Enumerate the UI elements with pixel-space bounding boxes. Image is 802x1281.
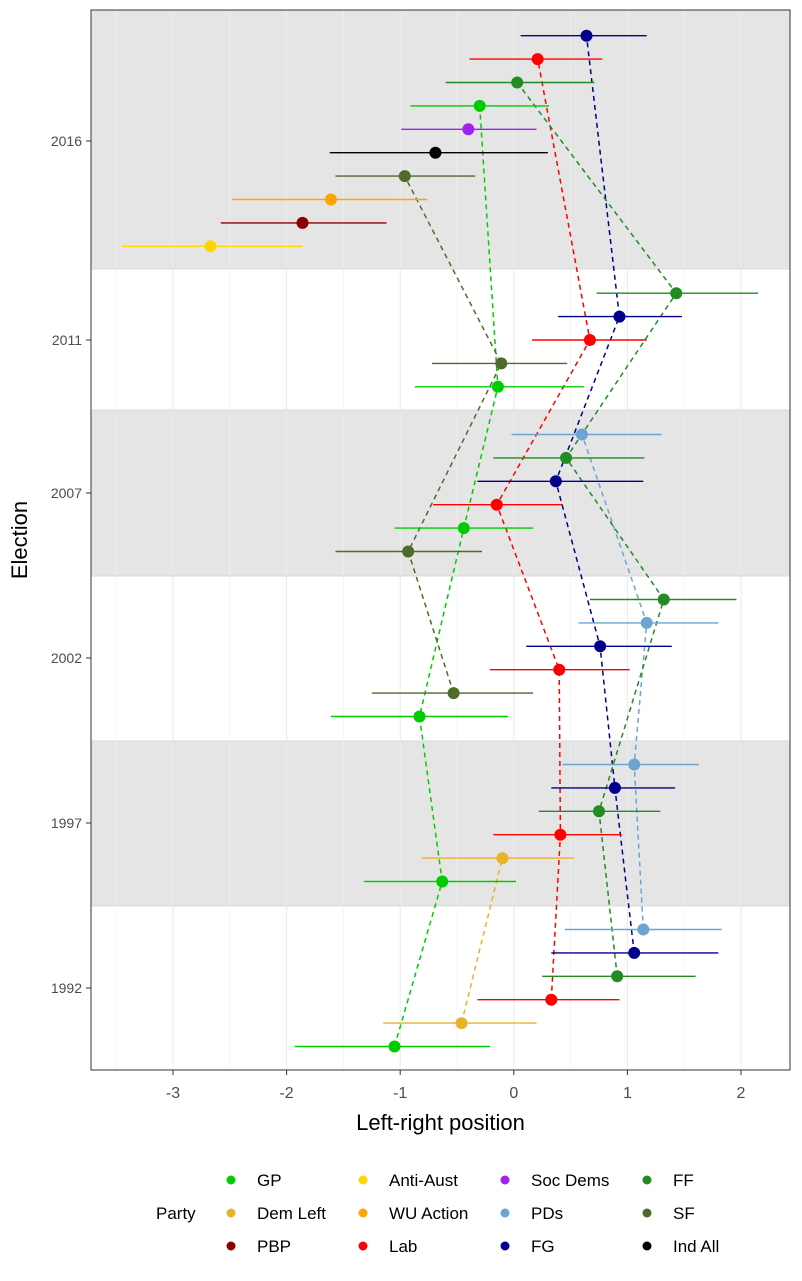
legend-key-ff (642, 1175, 652, 1185)
legend-title: Party (156, 1204, 196, 1223)
y-tick-label: 2011 (52, 332, 82, 348)
point-fg-2007 (549, 475, 562, 488)
point-sf-2002 (447, 687, 460, 700)
legend-key-gp (226, 1175, 236, 1185)
point-pds-2007 (575, 428, 588, 441)
election-band-2011 (91, 269, 790, 410)
series-line-sf (404, 175, 503, 694)
legend-key-sf (642, 1208, 652, 1218)
legend-label-gp: GP (257, 1171, 282, 1190)
point-gp-1992 (388, 1040, 401, 1053)
y-tick-label: 2007 (51, 485, 82, 501)
data-points (204, 29, 683, 1053)
series-line-dem-left (460, 857, 504, 1024)
point-lab-2002 (553, 663, 566, 676)
point-lab-2011 (583, 334, 596, 346)
election-band-1992 (91, 906, 790, 1070)
legend-key-lab (358, 1241, 368, 1251)
point-soc-dems-2016 (462, 123, 475, 136)
point-ff-1992 (611, 970, 624, 983)
point-ind-all-2016 (429, 146, 442, 159)
legend-key-wu-action (358, 1208, 368, 1218)
election-band-2007 (91, 410, 790, 576)
x-axis: -3 -2 -1 0 1 2 (166, 1070, 746, 1102)
point-ff-2007 (560, 451, 573, 464)
series-line-lab (495, 58, 591, 1000)
point-ff-1997 (593, 805, 605, 818)
point-gp-2011 (491, 380, 504, 393)
series-line-pds (581, 434, 648, 930)
y-tick-label: 2002 (51, 650, 82, 666)
y-tick-label: 1992 (51, 980, 82, 996)
x-tick-label: -3 (166, 1085, 180, 1102)
point-ff-2011 (670, 287, 683, 300)
legend-key-pbp (226, 1241, 236, 1251)
series-line-gp (393, 105, 499, 1047)
point-fg-1997 (608, 781, 621, 794)
point-fg-2002 (594, 640, 607, 653)
y-axis-title: Election (7, 501, 32, 579)
point-fg-1992 (628, 946, 641, 959)
legend-label-sf: SF (673, 1204, 695, 1223)
point-wu-action-2016 (324, 193, 337, 206)
point-pds-2002 (640, 616, 653, 629)
point-pds-1992 (637, 923, 650, 936)
point-lab-1992 (545, 993, 558, 1006)
legend-label-fg: FG (531, 1237, 555, 1256)
series-lines (393, 35, 678, 1047)
series-line-fg (555, 35, 635, 953)
x-tick-label: -2 (279, 1085, 293, 1102)
legend-label-pbp: PBP (257, 1237, 291, 1256)
legend-label-lab: Lab (389, 1237, 417, 1256)
grid-lines (91, 10, 790, 1070)
panel-border (90, 9, 791, 1071)
legend-key-ind-all (642, 1241, 652, 1251)
legend: Party GP Dem Left PBP Anti-Aust WU Action Lab… (156, 1171, 719, 1256)
x-tick-label: 0 (509, 1085, 518, 1102)
legend-label-pds: PDs (531, 1204, 563, 1223)
legend-label-dem-left: Dem Left (257, 1204, 326, 1223)
point-dem-left-1997 (496, 852, 509, 865)
plot-panel (91, 10, 790, 1070)
legend-key-fg (500, 1241, 510, 1251)
legend-label-anti-aust: Anti-Aust (389, 1171, 458, 1190)
legend-key-soc-dems (500, 1175, 510, 1185)
point-fg-2011 (613, 310, 626, 323)
point-ff-2016 (511, 76, 524, 89)
legend-key-anti-aust (358, 1175, 368, 1185)
point-ff-2002 (657, 593, 670, 606)
legend-label-ind-all: Ind All (673, 1237, 719, 1256)
legend-label-wu-action: WU Action (389, 1204, 468, 1223)
y-tick-label: 1997 (51, 815, 82, 831)
y-axis: 1992 1997 2002 2007 2011 2016 (51, 133, 91, 996)
point-gp-2016 (473, 99, 486, 112)
point-lab-1997 (554, 828, 567, 841)
x-tick-label: 1 (623, 1085, 632, 1102)
election-band-2002 (91, 576, 790, 741)
election-band-2016 (91, 10, 790, 269)
point-anti-aust-2016 (204, 240, 217, 253)
x-axis-title: Left-right position (356, 1110, 525, 1135)
point-sf-2011 (495, 357, 508, 370)
legend-label-soc-dems: Soc Dems (531, 1171, 609, 1190)
legend-key-pds (500, 1208, 510, 1218)
series-line-ff (516, 82, 678, 977)
y-tick-label: 2016 (51, 133, 82, 149)
point-pbp-2016 (296, 216, 309, 229)
point-pds-1997 (628, 758, 641, 771)
legend-key-dem-left (226, 1208, 236, 1218)
point-sf-2007 (402, 545, 415, 558)
point-sf-2016 (398, 170, 411, 183)
point-lab-2007 (490, 498, 503, 511)
point-gp-2002 (413, 710, 426, 723)
x-tick-label: 2 (737, 1085, 746, 1102)
legend-label-ff: FF (673, 1171, 694, 1190)
point-dem-left-1992 (455, 1017, 468, 1030)
point-lab-2016 (531, 53, 544, 66)
point-gp-2007 (457, 522, 470, 535)
point-fg-2016 (580, 29, 593, 42)
x-tick-label: -1 (393, 1085, 407, 1102)
point-gp-1997 (436, 875, 449, 888)
